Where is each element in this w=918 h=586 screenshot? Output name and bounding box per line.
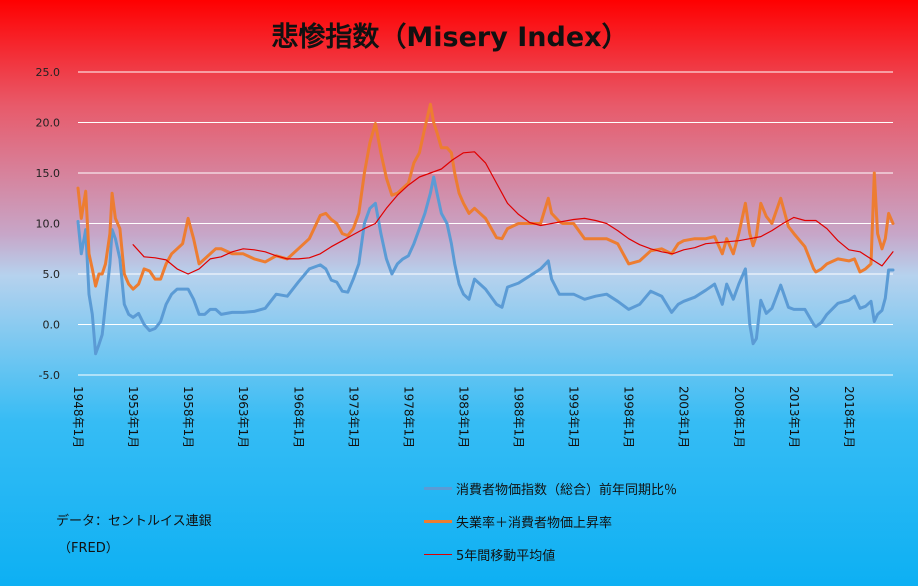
y-tick-label: -5.0: [39, 369, 60, 382]
y-tick-label: 5.0: [43, 268, 61, 281]
x-axis: 1948年1月 1953年1月 1958年1月 1963年1月 1968年1月 1973年…: [71, 386, 856, 448]
y-tick-label: 25.0: [36, 66, 61, 79]
x-tick-label: 2008年1月: [732, 386, 746, 448]
x-tick-label: 2003年1月: [677, 386, 691, 448]
x-tick-label: 1953年1月: [126, 386, 140, 448]
x-tick-label: 1958年1月: [181, 386, 195, 448]
legend-label-cpi: 消費者物価指数（総合）前年同期比％: [456, 483, 678, 498]
series-line-misery: [76, 102, 895, 291]
x-tick-label: 1973年1月: [346, 386, 360, 448]
series-lines: [76, 102, 895, 356]
legend-item-misery: 失業率＋消費者物価上昇率: [424, 512, 612, 531]
legend-label-misery: 失業率＋消費者物価上昇率: [456, 516, 613, 531]
series-line-cpi: [76, 175, 895, 356]
x-tick-label: 1978年1月: [401, 386, 415, 448]
chart-title: 悲惨指数（Misery Index）: [271, 21, 628, 53]
legend-item-cpi: 消費者物価指数（総合）前年同期比％: [424, 479, 677, 498]
x-tick-label: 1983年1月: [456, 386, 470, 448]
y-tick-label: 20.0: [36, 117, 61, 130]
source-note-line2: （FRED）: [58, 541, 119, 556]
x-tick-label: 1963年1月: [236, 386, 250, 448]
x-tick-label: 1988年1月: [512, 386, 526, 448]
legend-swatch-moving-average: [424, 554, 452, 555]
legend-item-moving-average: 5年間移動平均値: [424, 545, 555, 564]
gridlines: [78, 71, 893, 376]
x-tick-label: 2013年1月: [787, 386, 801, 448]
legend-swatch-cpi: [424, 487, 452, 490]
x-tick-label: 1998年1月: [622, 386, 636, 448]
legend-label-moving-average: 5年間移動平均値: [456, 549, 556, 564]
x-tick-label: 1948年1月: [71, 386, 85, 448]
y-tick-label: 10.0: [36, 218, 61, 231]
series-line-moving-average: [132, 151, 894, 275]
x-tick-label: 2018年1月: [842, 386, 856, 448]
y-axis: 25.0 20.0 15.0 10.0 5.0 0.0 -5.0: [36, 66, 61, 382]
x-tick-label: 1993年1月: [567, 386, 581, 448]
source-note-line1: データ：セントルイス連銀: [56, 514, 212, 529]
legend-swatch-misery: [424, 520, 452, 523]
y-tick-label: 15.0: [36, 167, 61, 180]
x-tick-label: 1968年1月: [291, 386, 305, 448]
y-tick-label: 0.0: [43, 319, 61, 332]
